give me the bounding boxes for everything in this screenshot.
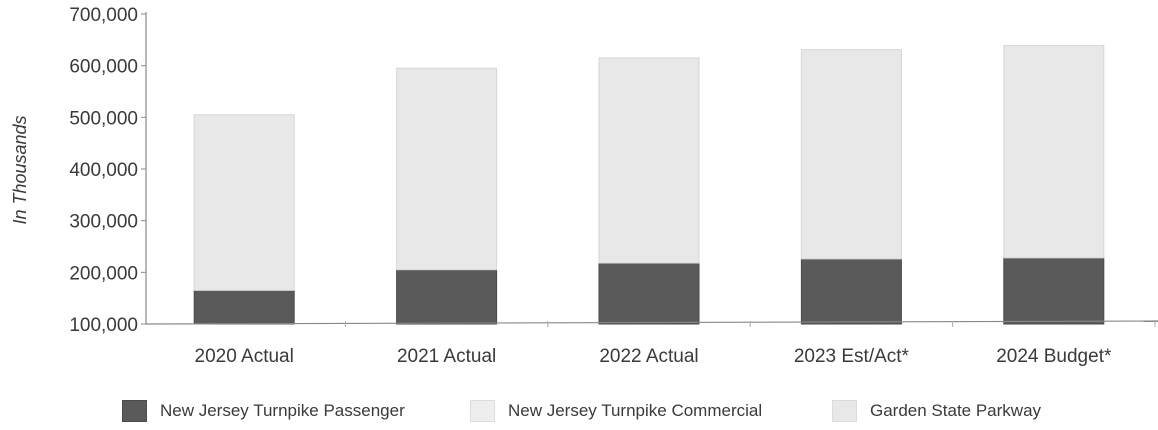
y-tick-label: 300,000 [69, 212, 138, 233]
y-tick-label: 400,000 [69, 160, 138, 181]
bar-segment-nj-turnpike-passenger [1003, 257, 1105, 325]
y-tick-label: 100,000 [69, 315, 138, 336]
x-tick-label: 2020 Actual [195, 346, 294, 367]
legend-label: New Jersey Turnpike Commercial [508, 401, 763, 420]
bar-segment-nj-turnpike-passenger [800, 258, 902, 325]
bar-segment-nj-turnpike-passenger [598, 262, 700, 325]
legend-label: New Jersey Turnpike Passenger [160, 401, 405, 420]
y-axis-label: In Thousands [10, 115, 30, 224]
bar-segment-garden-state-parkway [800, 49, 902, 260]
x-tick-label: 2023 Est/Act* [794, 346, 910, 367]
bar-segment-nj-turnpike-passenger [193, 289, 295, 325]
y-tick-label: 500,000 [69, 108, 138, 129]
y-tick-label: 600,000 [69, 57, 138, 78]
legend-item-nj-turnpike-passenger: New Jersey Turnpike Passenger [122, 400, 405, 422]
x-axis-line [145, 320, 1158, 325]
bar-segment-garden-state-parkway [1003, 45, 1105, 259]
bars [193, 45, 1105, 325]
bar-segment-nj-turnpike-passenger [396, 269, 498, 325]
bar-chart: 100,000 200,000 300,000 400,000 500,000 600,0… [10, 5, 1158, 367]
legend-swatch [122, 400, 147, 422]
x-tick-label: 2021 Actual [397, 346, 496, 367]
bar-segment-garden-state-parkway [193, 114, 295, 291]
legend-item-nj-turnpike-commercial: New Jersey Turnpike Commercial [470, 400, 762, 422]
y-tick-label: 700,000 [69, 5, 138, 26]
legend-label: Garden State Parkway [870, 401, 1042, 420]
legend-swatch [470, 400, 495, 422]
x-tick-label: 2022 Actual [599, 346, 698, 367]
legend-item-garden-state-parkway: Garden State Parkway [832, 400, 1041, 422]
legend: New Jersey Turnpike Passenger New Jersey… [0, 400, 1158, 424]
legend-swatch [832, 400, 857, 422]
x-tick-label: 2024 Budget* [996, 346, 1112, 367]
bar-segment-garden-state-parkway [598, 57, 700, 264]
bar-segment-garden-state-parkway [396, 67, 498, 271]
x-axis: 2020 Actual 2021 Actual 2022 Actual 2023 Es… [145, 320, 1158, 367]
y-tick-label: 200,000 [69, 263, 138, 284]
y-axis: 100,000 200,000 300,000 400,000 500,000 600,0… [69, 5, 147, 336]
